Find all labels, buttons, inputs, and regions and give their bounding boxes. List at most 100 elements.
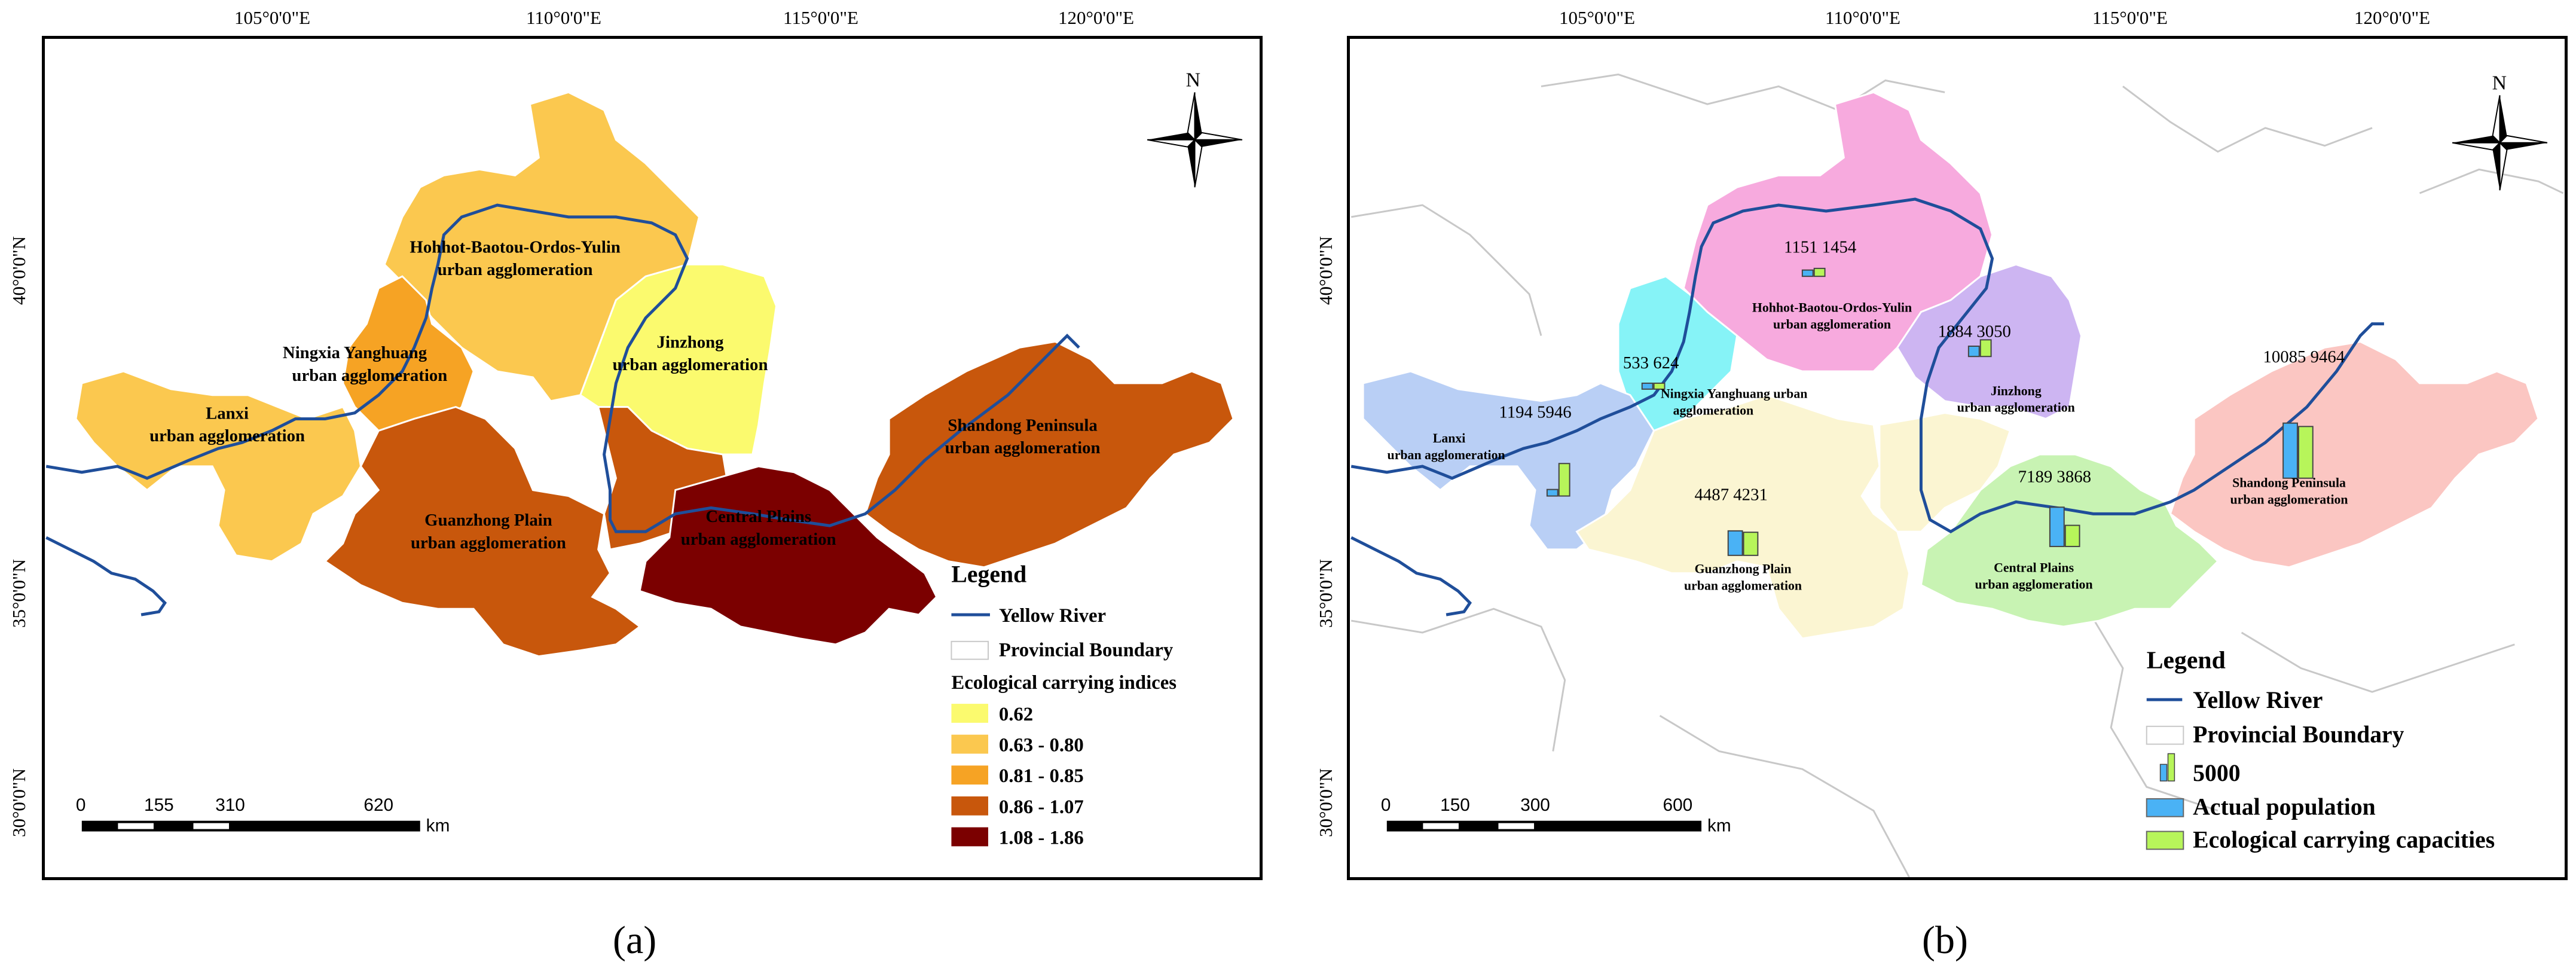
region-b-jinzhong-south	[1878, 412, 2012, 533]
river-branch-west	[45, 536, 167, 616]
value-label-lanxi: 1194 5946	[1499, 402, 1571, 422]
population-bar	[1727, 530, 1743, 556]
svg-text:km: km	[426, 816, 450, 836]
capacity-bar	[1653, 382, 1666, 390]
population-bar	[2282, 422, 2298, 479]
population-bar	[1641, 382, 1654, 390]
label-b-shandong: Shandong Peninsula	[2232, 476, 2346, 490]
region-central-plains	[638, 465, 938, 646]
lat-label-a-35: 35°0'0"N	[8, 558, 29, 628]
lon-label-a-120: 120°0'0"E	[1058, 7, 1135, 28]
capacity-bar	[1743, 532, 1759, 556]
lat-label-b-35: 35°0'0"N	[1315, 558, 1336, 628]
value-label-ningxia: 533 624	[1623, 353, 1679, 373]
legend-swatch-3	[951, 796, 988, 816]
label-b-guanzhong: Guanzhong Plain	[1695, 562, 1792, 576]
legend-b: Legend Yellow River Provincial Boundary …	[2146, 646, 2495, 853]
svg-text:N: N	[2492, 72, 2507, 94]
label-b-lanxi-2: urban agglomeration	[1388, 448, 1505, 462]
value-label-jinzhong: 1884 3050	[1938, 322, 2011, 341]
svg-text:310: 310	[215, 795, 245, 815]
legend-swatch-pop	[2146, 798, 2184, 817]
label-shandong-2: urban agglomeration	[945, 438, 1101, 457]
region-b-hohhot	[1682, 91, 1994, 373]
svg-text:0: 0	[1381, 795, 1391, 815]
bar-symbols	[1546, 267, 2314, 556]
lat-label-a-40: 40°0'0"N	[8, 236, 29, 305]
label-central: Central Plains	[705, 507, 811, 526]
provincial-boundaries	[1350, 74, 2564, 877]
svg-text:Actual population: Actual population	[2193, 794, 2376, 820]
river-branch-west-b	[1350, 536, 1472, 616]
label-hohhot: Hohhot-Baotou-Ordos-Yulin	[410, 237, 620, 257]
label-ningxia-2: urban agglomeration	[292, 366, 447, 385]
lon-label-a-105: 105°0'0"E	[234, 7, 311, 28]
lon-label-b-105: 105°0'0"E	[1559, 7, 1636, 28]
value-label-guanzhong: 4487 4231	[1695, 485, 1768, 504]
lon-label-a-110: 110°0'0"E	[526, 7, 601, 28]
legend-symbol-pop	[2159, 764, 2168, 781]
map-panel-a: Hohhot-Baotou-Ordos-Yulin urban agglomer…	[42, 36, 1263, 880]
svg-text:Legend: Legend	[2147, 646, 2226, 674]
capacity-bar	[1558, 463, 1570, 497]
legend-a: Legend Yellow River Provincial Boundary …	[951, 561, 1177, 848]
north-arrow-b	[2452, 95, 2548, 191]
svg-text:Ecological carrying capacities: Ecological carrying capacities	[2193, 826, 2495, 853]
legend-swatch-cap	[2146, 831, 2184, 850]
region-jinzhong	[579, 263, 778, 456]
region-b-guanzhong	[1575, 394, 1911, 640]
scale-bar-b	[1386, 820, 1702, 832]
value-label-hohhot: 1151 1454	[1784, 237, 1856, 257]
legend-swatch-0	[951, 704, 988, 723]
region-lanxi	[75, 370, 362, 563]
label-jinzhong: Jinzhong	[657, 332, 725, 352]
capacity-bar	[2297, 426, 2314, 479]
label-shandong: Shandong Peninsula	[948, 416, 1097, 435]
legend-symbol-cap	[2167, 753, 2175, 781]
map-a-canvas: Hohhot-Baotou-Ordos-Yulin urban agglomer…	[45, 69, 1243, 848]
region-guanzhong	[323, 406, 641, 658]
label-b-ningxia: Ningxia Yanghuang urban	[1661, 387, 1807, 401]
svg-text:155: 155	[144, 795, 174, 815]
caption-a: (a)	[613, 918, 657, 962]
capacity-bar	[1979, 339, 1992, 358]
label-b-central: Central Plains	[1994, 561, 2074, 575]
label-lanxi: Lanxi	[206, 404, 249, 423]
label-b-ningxia-2: agglomeration	[1673, 404, 1754, 418]
lat-label-b-30: 30°0'0"N	[1315, 768, 1336, 837]
label-central-2: urban agglomeration	[681, 530, 836, 549]
north-arrow-a	[1147, 92, 1243, 188]
legend-swatch-1	[951, 734, 988, 754]
svg-text:Ecological carrying indices: Ecological carrying indices	[951, 672, 1177, 694]
label-b-hohhot: Hohhot-Baotou-Ordos-Yulin	[1752, 301, 1912, 315]
label-guanzhong-2: urban agglomeration	[411, 533, 566, 552]
yellow-river	[45, 203, 1080, 533]
lon-label-a-115: 115°0'0"E	[783, 7, 858, 28]
svg-text:Yellow River: Yellow River	[2193, 687, 2323, 713]
value-label-central: 7189 3868	[2018, 468, 2091, 487]
population-bar	[1546, 489, 1559, 497]
svg-text:km: km	[1707, 816, 1731, 836]
yellow-river-b	[1350, 197, 2384, 533]
lon-label-b-110: 110°0'0"E	[1825, 7, 1900, 28]
value-label-shandong: 10085 9464	[2263, 347, 2345, 367]
svg-text:0.62: 0.62	[999, 704, 1033, 725]
lon-label-b-115: 115°0'0"E	[2092, 7, 2168, 28]
map-panel-b: Hohhot-Baotou-Ordos-Yulin urban agglomer…	[1347, 36, 2568, 880]
label-hohhot-2: urban agglomeration	[438, 260, 593, 279]
lat-label-b-40: 40°0'0"N	[1315, 236, 1336, 305]
svg-text:150: 150	[1440, 795, 1470, 815]
svg-text:Provincial Boundary: Provincial Boundary	[2193, 722, 2404, 748]
label-b-jinzhong: Jinzhong	[1991, 384, 2042, 398]
svg-text:N: N	[1186, 69, 1200, 91]
svg-text:1.08 - 1.86: 1.08 - 1.86	[999, 827, 1084, 848]
population-bar	[1801, 269, 1814, 277]
region-b-shandong	[2169, 340, 2540, 569]
svg-text:0.63 - 0.80: 0.63 - 0.80	[999, 735, 1084, 756]
region-shandong	[864, 340, 1234, 569]
svg-text:600: 600	[1663, 795, 1693, 815]
legend-swatch-2	[951, 765, 988, 785]
svg-text:0.81 - 0.85: 0.81 - 0.85	[999, 765, 1084, 787]
svg-text:Legend: Legend	[951, 561, 1026, 588]
capacity-bar	[1813, 267, 1826, 277]
